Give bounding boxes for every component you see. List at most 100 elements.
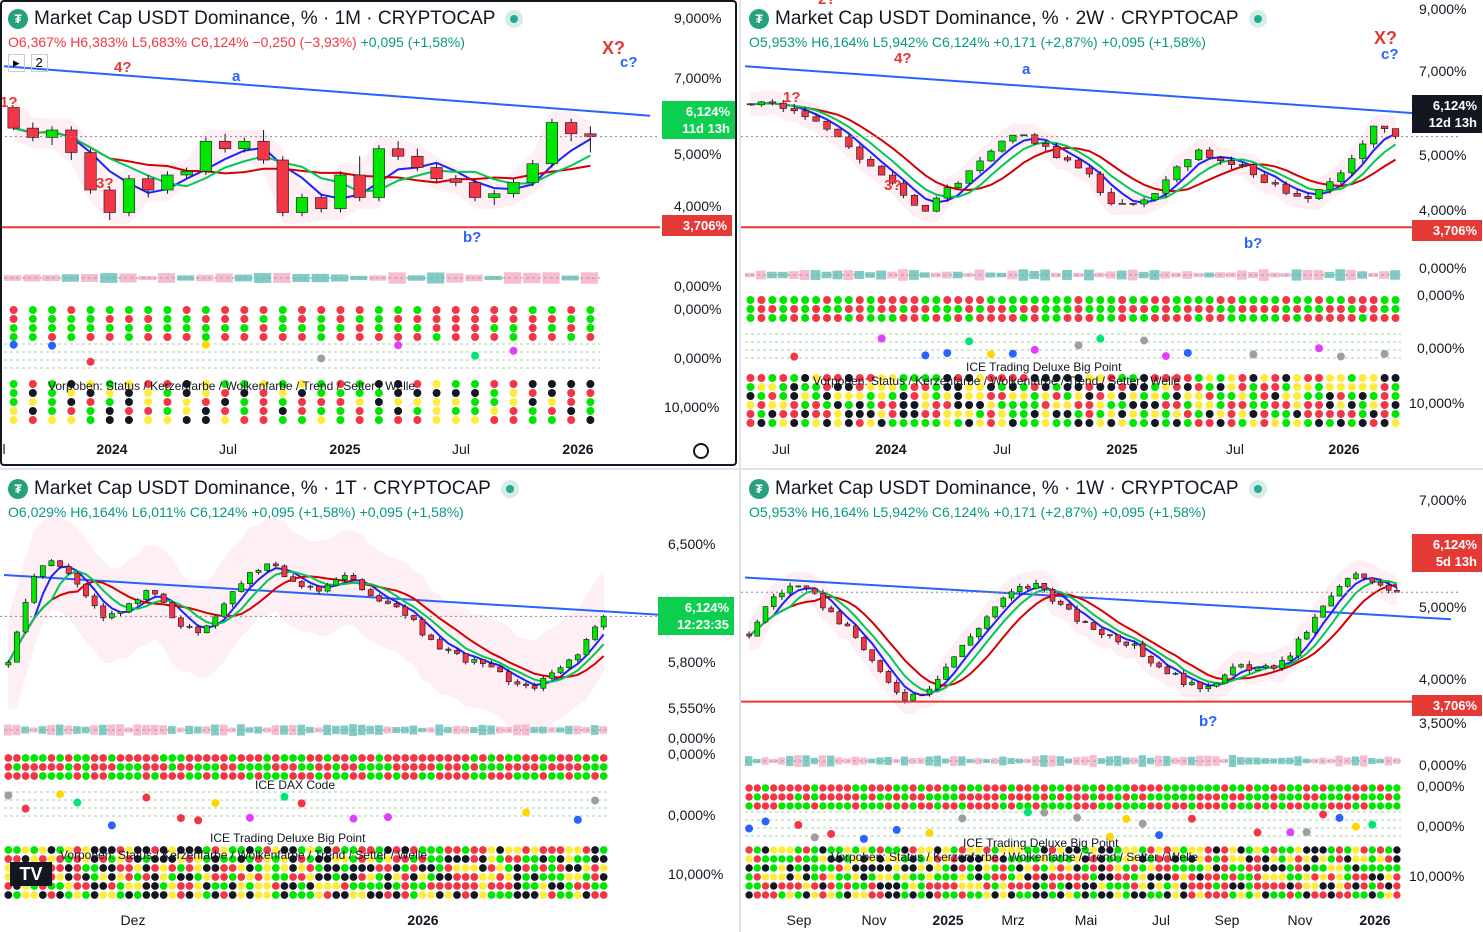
status-dot [812,401,821,409]
status-dot [107,772,116,780]
status-dot [297,855,306,863]
pane-separator-horizontal[interactable] [0,468,1483,470]
status-dot [1016,793,1024,801]
status-dot [954,383,963,391]
status-dot [246,873,254,881]
series-legend[interactable]: ₮ Market Cap USDT Dominance, % · 1T · CR… [8,476,519,520]
status-dot [289,763,297,771]
symbol-title[interactable]: Market Cap USDT Dominance, % · 1M · CRYP… [34,8,496,29]
histogram-bar [4,724,12,736]
status-dot [332,873,341,881]
status-dot [770,873,778,881]
price-chart-2w[interactable] [741,0,1483,466]
support-price-tag[interactable]: 3,706% [1412,695,1482,716]
status-dot [966,882,975,890]
sub-tick: 0,000% [674,301,722,317]
status-dot [375,772,384,780]
status-dot [82,864,90,872]
status-dot [1147,873,1155,881]
symbol-title[interactable]: Market Cap USDT Dominance, % · 2W · CRYP… [775,8,1239,29]
histogram-bar [426,272,445,284]
histogram-bar [582,726,590,734]
status-dot [1311,882,1319,890]
status-dot [375,882,384,890]
chart-pane-1t[interactable]: ₮ Market Cap USDT Dominance, % · 1T · CR… [0,470,737,932]
price-chart-1t[interactable] [0,470,737,932]
status-dot [271,763,280,771]
status-dot [779,296,788,304]
chart-pane-1m[interactable]: ₮ Market Cap USDT Dominance, % · 1M · CR… [0,0,737,466]
market-status-icon[interactable] [1248,10,1267,28]
status-dot [1139,855,1147,863]
last-price-tag[interactable]: 6,124% 12:23:35 [658,597,734,635]
status-dot [211,882,220,890]
pane-separator-vertical[interactable] [739,0,741,932]
settings-gear-icon[interactable] [693,443,709,459]
chart-pane-2w[interactable]: ₮ Market Cap USDT Dominance, % · 2W · CR… [741,0,1483,466]
tradingview-logo-icon[interactable]: TV [10,862,52,886]
last-price-tag[interactable]: 6,124% 11d 13h [662,101,735,139]
signal-dot [1023,808,1032,817]
status-dot [547,380,556,388]
last-price-tag[interactable]: 6,124% 12d 13h [1412,95,1482,133]
status-dot [1151,305,1159,313]
status-dot [133,882,142,890]
status-dot [185,772,194,780]
status-dot [909,864,917,872]
status-dot [142,754,151,762]
status-dot [1172,383,1181,391]
status-dot [490,324,499,332]
series-legend[interactable]: ₮ Market Cap USDT Dominance, % · 2W · CR… [749,6,1267,50]
support-price-tag[interactable]: 3,706% [1412,220,1482,241]
status-dot [975,784,983,792]
market-status-icon[interactable] [1248,480,1267,498]
collapse-icon[interactable]: ▸ [8,54,25,72]
status-dot [827,784,835,792]
status-dot [280,772,289,780]
status-dot [1229,784,1237,792]
candle-body [795,585,802,588]
series-legend[interactable]: ₮ Market Cap USDT Dominance, % · 1W · CR… [749,476,1267,520]
status-dot [917,802,925,810]
status-dot [67,333,76,341]
status-dot [125,772,133,780]
candle-body [238,583,245,592]
signal-dot [1040,808,1049,817]
support-price-tag[interactable]: 3,706% [662,215,732,236]
symbol-title[interactable]: Market Cap USDT Dominance, % · 1T · CRYP… [34,478,491,499]
candle-body [811,587,818,594]
status-dot [221,306,230,314]
status-dot [528,416,537,424]
status-dot [884,882,893,890]
series-legend[interactable]: ₮ Market Cap USDT Dominance, % · 1M · CR… [8,6,524,72]
status-dot [384,763,392,771]
last-price-tag[interactable]: 6,124% 5d 13h [1412,534,1482,572]
market-status-icon[interactable] [500,480,519,498]
status-dot [934,864,942,872]
status-dot [451,333,460,341]
indicator-toolbar: ▸ 2 [8,54,523,72]
status-dot [1019,410,1028,418]
symbol-title[interactable]: Market Cap USDT Dominance, % · 1W · CRYP… [775,478,1239,499]
price-chart-1m[interactable] [0,0,737,466]
market-status-icon[interactable] [505,10,524,28]
status-dot [182,324,191,332]
status-dot [746,314,755,322]
status-dot [1286,802,1294,810]
status-dot [306,846,315,854]
price-chart-1w[interactable] [741,470,1483,932]
status-dot [1385,882,1393,890]
status-dot [13,754,21,762]
status-dot [163,333,172,341]
indicator-count[interactable]: 2 [30,54,48,72]
histogram-bar [64,725,73,735]
status-dot [513,754,522,762]
status-dot [1335,882,1344,890]
status-dot [899,305,908,313]
status-dot [983,864,991,872]
chart-pane-1w[interactable]: ₮ Market Cap USDT Dominance, % · 1W · CR… [741,470,1483,932]
status-dot [1106,891,1114,899]
status-dot [1171,802,1180,810]
status-dot [1270,891,1278,899]
histogram-bar [950,756,958,766]
